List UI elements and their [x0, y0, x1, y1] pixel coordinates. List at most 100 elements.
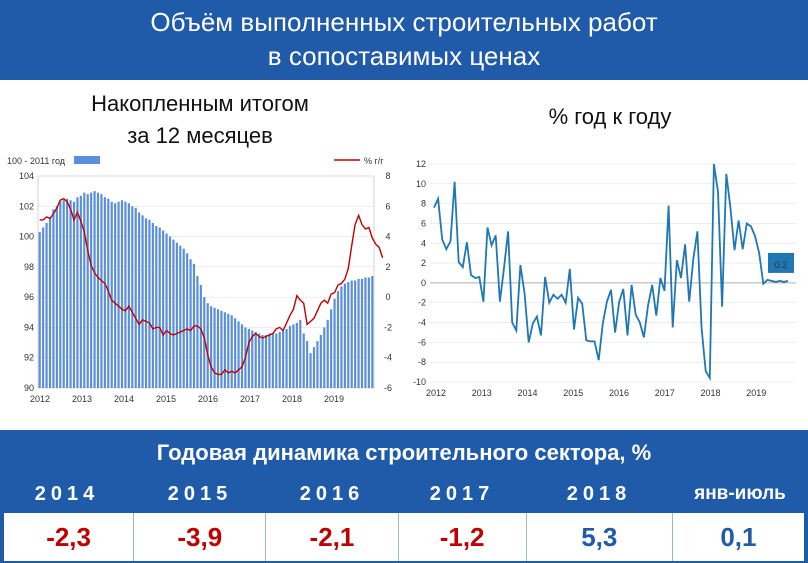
y-left-tick-label: 90: [24, 383, 34, 393]
y-left-tick-label: 104: [19, 171, 34, 181]
x-tick-label: 2019: [746, 388, 766, 398]
bar: [357, 278, 360, 388]
bar: [254, 331, 257, 388]
bar: [288, 325, 292, 388]
bar: [323, 327, 326, 388]
bar: [144, 218, 148, 388]
bar: [336, 291, 340, 388]
bar: [72, 201, 76, 388]
bar: [271, 333, 274, 388]
bar: [312, 347, 316, 388]
left-chart-heading: Накопленным итогом за 12 месяцев: [0, 88, 400, 152]
bar: [354, 280, 357, 388]
bar: [350, 280, 353, 388]
x-tick-label: 2015: [563, 388, 583, 398]
cumulative-chart: 90 92 94 96 98 100 102 104 -6 -4 -2 0 2 4 6 8 2012 2013 20…: [4, 152, 400, 410]
bar: [347, 282, 350, 388]
bar: [162, 230, 165, 388]
bar: [55, 206, 58, 388]
year-cell: 2018: [566, 483, 632, 505]
bar: [216, 309, 220, 388]
yoy-line: [433, 163, 789, 382]
bar: [326, 319, 329, 388]
y-right-tick-label: 0: [385, 292, 390, 302]
bar: [124, 201, 127, 388]
y-tick-label: 4: [421, 238, 426, 248]
y-left-tick-label: 98: [24, 262, 34, 272]
x-tick-label: 2016: [198, 394, 218, 404]
bar: [76, 197, 79, 388]
bar: [66, 198, 69, 388]
bar: [282, 330, 285, 388]
x-tick-label: 2013: [72, 394, 92, 404]
x-tick-label: 2014: [114, 394, 134, 404]
x-tick-label: 2018: [700, 388, 720, 398]
bar: [168, 236, 172, 388]
bar: [172, 239, 175, 388]
bar: [340, 286, 343, 388]
yoy-chart: -10 -8 -6 -4 -2 0 2 4 6 8 10 12 2012 2013 2014 2015 2016…: [408, 152, 804, 410]
bar: [131, 206, 134, 388]
bar: [234, 318, 237, 388]
bar: [138, 212, 141, 388]
bar: [59, 201, 62, 388]
value-cell: -2,3: [4, 513, 135, 561]
bar: [93, 191, 96, 388]
bar: [258, 333, 261, 388]
y-tick-label: 10: [416, 179, 426, 189]
bar: [45, 222, 48, 388]
bar: [90, 192, 93, 388]
bar: [264, 335, 268, 388]
value-cell: -1,2: [399, 513, 527, 561]
bar: [158, 227, 161, 388]
title-line-2: в сопоставимых ценах: [267, 41, 541, 71]
value-callout-label: 0.2: [775, 260, 788, 270]
y-tick-label: -4: [418, 318, 426, 328]
bar: [127, 203, 130, 388]
y-right-tick-label: 6: [385, 201, 390, 211]
bar: [319, 335, 322, 388]
bar: [371, 275, 374, 388]
y-tick-label: 6: [421, 218, 426, 228]
bar: [182, 248, 185, 388]
y-right-tick-label: 2: [385, 262, 390, 272]
table-year-row: 2014 2015 2016 2017 2018 янв-июль: [0, 475, 808, 513]
y-tick-label: 12: [416, 159, 426, 169]
x-tick-label: 2017: [655, 388, 675, 398]
bar: [278, 331, 281, 388]
y-tick-label: 8: [421, 199, 426, 209]
bar: [148, 219, 151, 388]
bar: [114, 203, 117, 388]
y-tick-label: -6: [418, 337, 426, 347]
bar: [333, 298, 336, 388]
bar: [230, 315, 233, 388]
bar: [79, 195, 82, 388]
bar: [186, 253, 189, 388]
bar: [86, 194, 89, 388]
bar: [316, 341, 319, 388]
bar: [240, 324, 244, 388]
bar: [275, 333, 278, 388]
y-right-tick-label: -6: [384, 383, 392, 393]
yoy-chart-svg: -10 -8 -6 -4 -2 0 2 4 6 8 10 12 2012 2013 2014 2015 2016…: [413, 159, 796, 398]
value-cell: -2,1: [266, 513, 399, 561]
bar: [367, 277, 370, 388]
bar: [62, 200, 65, 388]
bar: [117, 201, 120, 388]
bar: [268, 333, 271, 388]
bar: [285, 328, 288, 388]
bar: [295, 322, 298, 388]
bar: [134, 207, 137, 388]
y-left-tick-label: 102: [19, 201, 34, 211]
x-tick-label: 2012: [426, 388, 446, 398]
bar: [196, 275, 199, 388]
bar: [38, 232, 41, 388]
bar: [69, 200, 72, 388]
legend-line-label: % г/г: [364, 156, 384, 166]
bar: [299, 319, 302, 388]
y-tick-label: 2: [421, 258, 426, 268]
bar: [247, 328, 250, 388]
bar: [360, 278, 364, 388]
y-left-tick-label: 94: [24, 322, 34, 332]
x-tick-label: 2013: [472, 388, 492, 398]
